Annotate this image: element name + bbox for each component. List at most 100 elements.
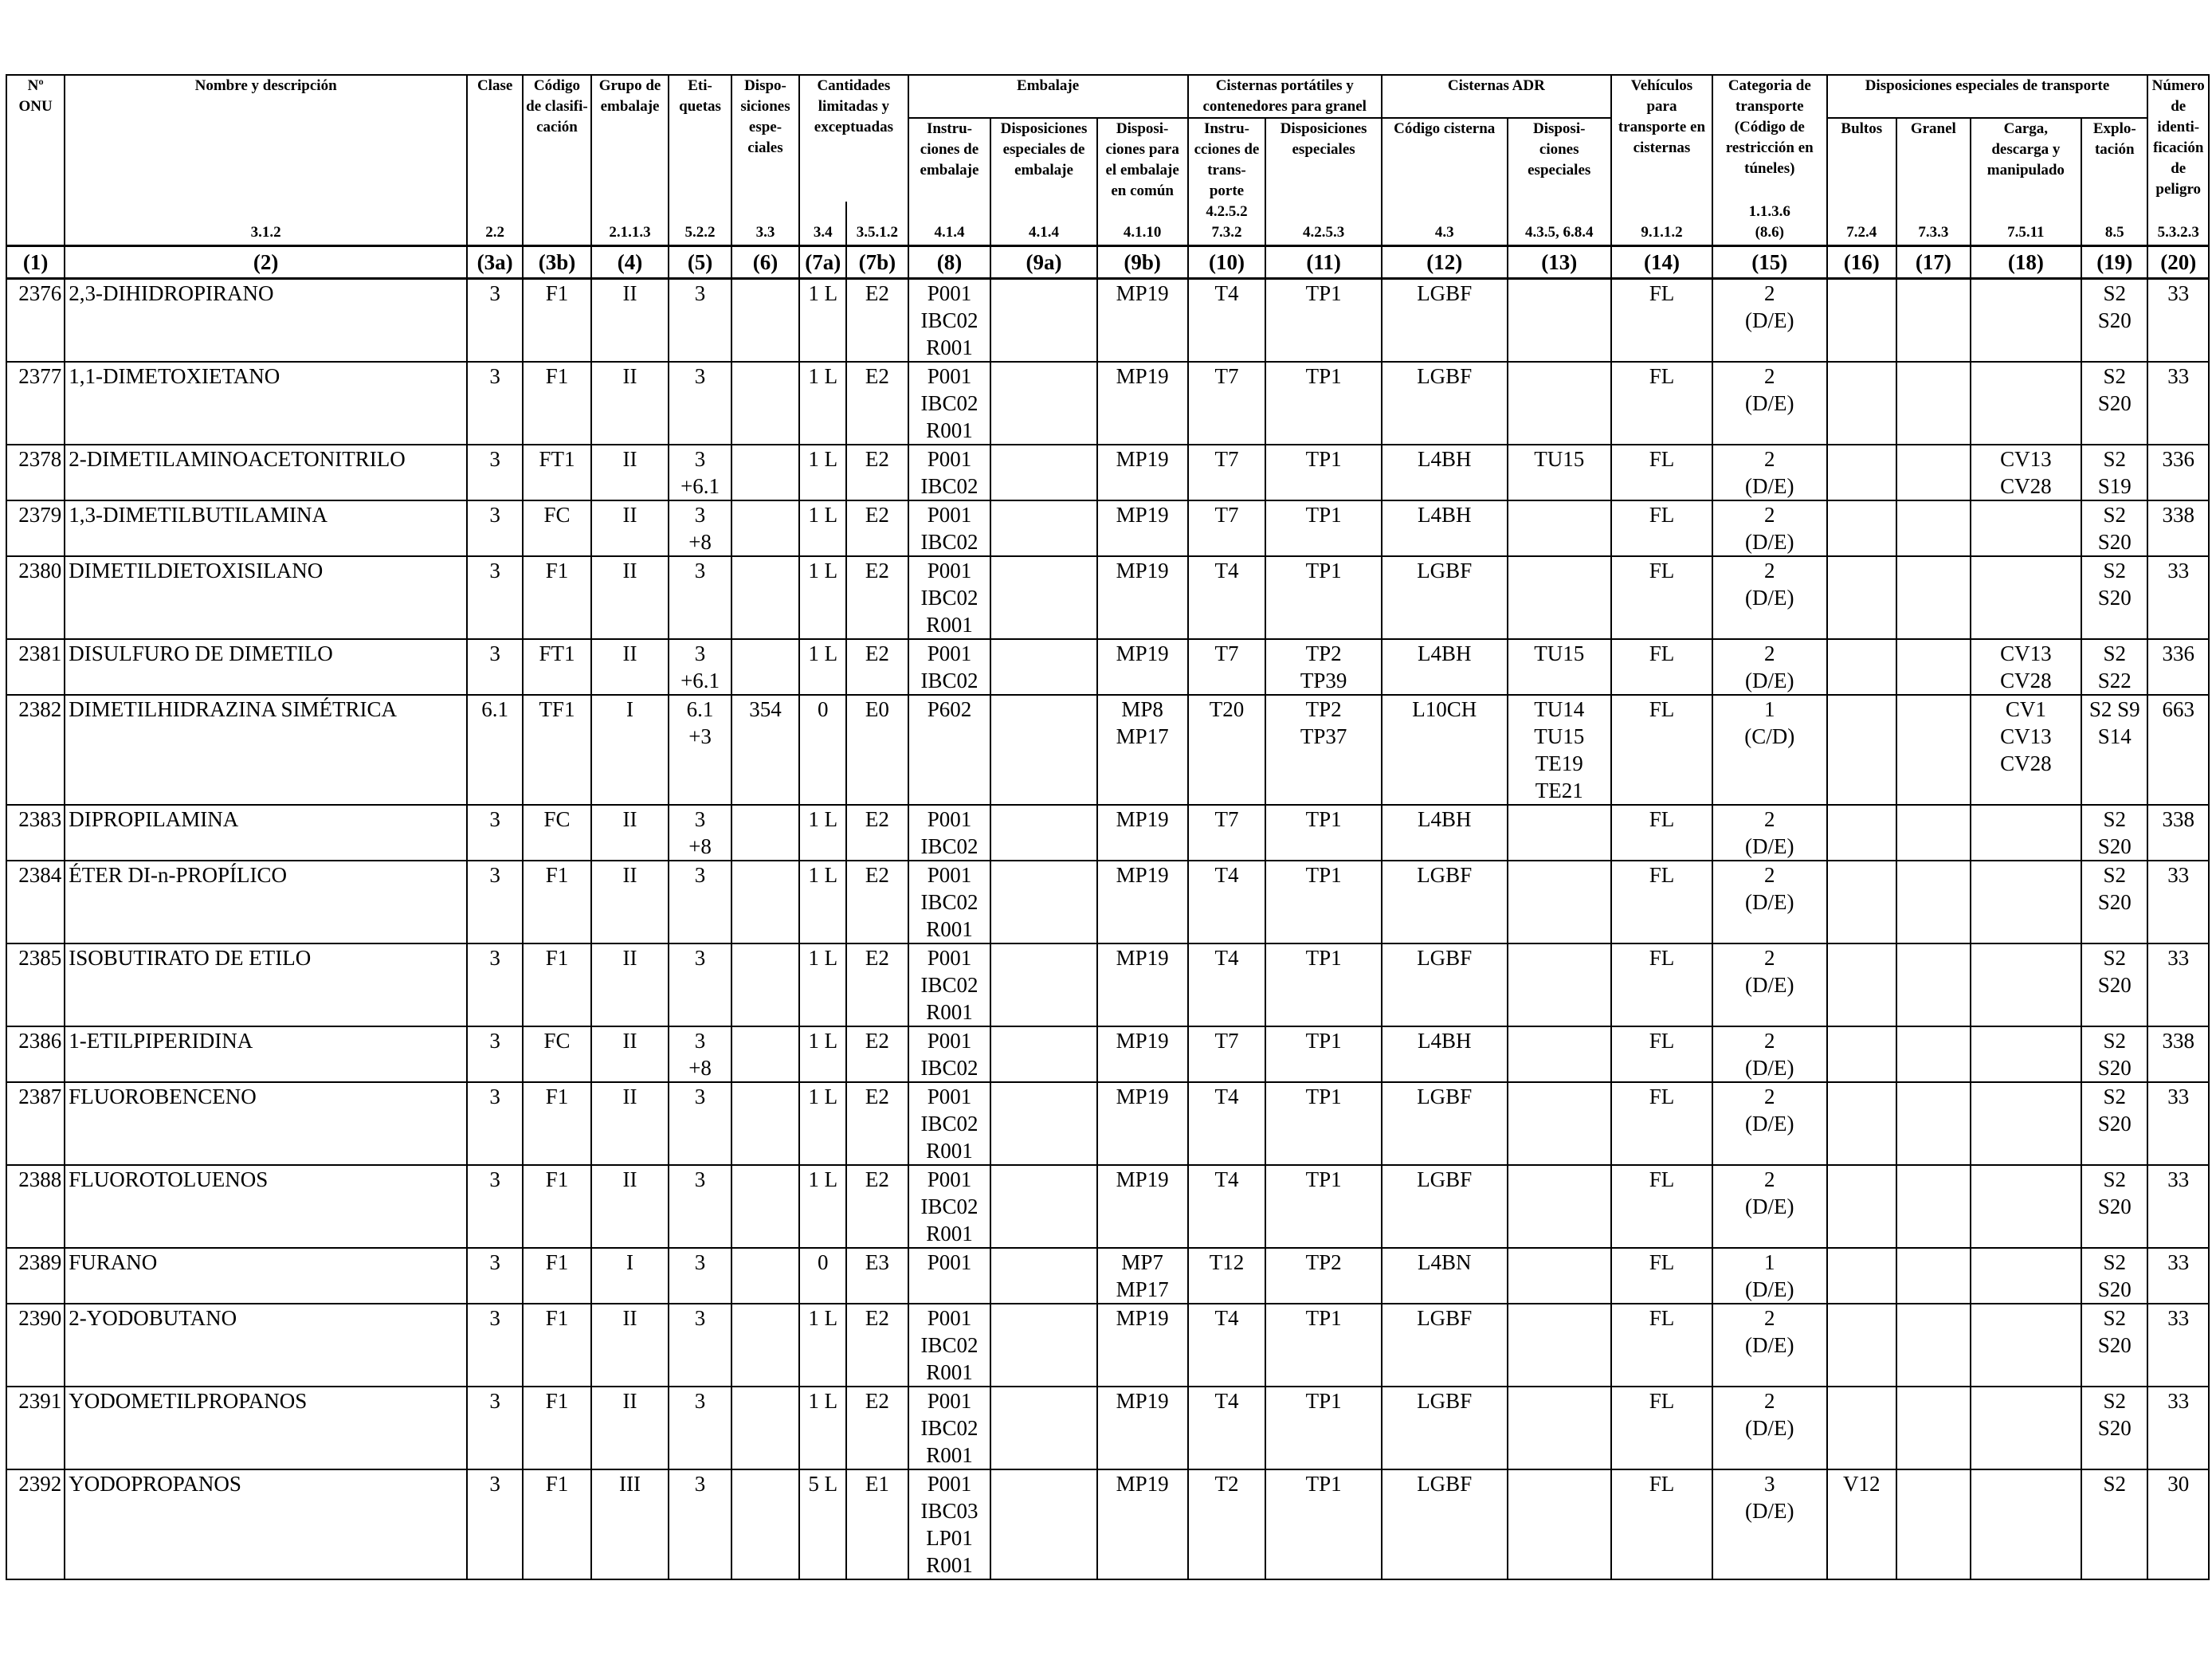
disp-especiales-cisterna-cell: TP1 <box>1265 1303 1382 1387</box>
header-column-number: (15) <box>1712 245 1828 280</box>
header-column-number: (10) <box>1186 245 1267 280</box>
bultos-cell <box>1826 804 1898 861</box>
categoria-cell: 2 (D/E) <box>1712 1164 1828 1249</box>
instrucciones-embalaje-cell: P001 IBC02 <box>907 1026 992 1083</box>
onu-cell: 2388 <box>5 1164 66 1249</box>
carga-cell <box>1969 555 2083 640</box>
header-ref-cell <box>5 202 66 247</box>
name-cell: 1,3-DIMETILBUTILAMINA <box>64 500 469 557</box>
cantidad-exceptuada-cell: E2 <box>845 500 909 557</box>
instruccion-transporte-cell: T4 <box>1186 1164 1267 1249</box>
grupo-cell: II <box>590 943 670 1027</box>
numero-peligro-cell: 336 <box>2147 638 2210 696</box>
codigo-cisterna-cell: L4BH <box>1380 638 1508 696</box>
cantidad-exceptuada-cell: E2 <box>845 555 909 640</box>
onu-cell: 2387 <box>5 1081 66 1166</box>
instrucciones-embalaje-cell: P001 IBC02 R001 <box>907 1164 992 1249</box>
header-cantidades: Cantidades limitadas y exceptuadas <box>798 74 909 202</box>
cantidad-exceptuada-cell: E2 <box>845 1081 909 1166</box>
instrucciones-embalaje-cell: P001 IBC02 R001 <box>907 361 992 445</box>
grupo-cell: II <box>590 444 670 501</box>
disp-especiales-cisterna-cell: TP1 <box>1265 1164 1382 1249</box>
instruccion-transporte-cell: T7 <box>1186 444 1267 501</box>
vehiculo-cell: FL <box>1610 943 1714 1027</box>
onu-cell: 2377 <box>5 361 66 445</box>
header-ref-cell: 7.3.3 <box>1896 202 1971 247</box>
table-row: 2387 FLUOROBENCENO 3 F1 II 3 1 L E2 P001 IBC02 R… <box>5 1081 2210 1166</box>
cantidad-limitada-cell: 0 <box>798 1247 848 1304</box>
bultos-cell <box>1826 1247 1898 1304</box>
codigo-cisterna-cell: LGBF <box>1380 943 1508 1027</box>
disposiciones-cell <box>730 1247 801 1304</box>
codigo-cell: FC <box>522 804 592 861</box>
header-column-number: (13) <box>1506 245 1612 280</box>
codigo-cisterna-cell: LGBF <box>1380 1081 1508 1166</box>
disp-especiales-cisterna-cell: TP1 <box>1265 555 1382 640</box>
codigo-cell: F1 <box>522 361 592 445</box>
table-row: 2391 YODOMETILPROPANOS 3 F1 II 3 1 L E2 P001 IBC… <box>5 1386 2210 1470</box>
name-cell: FURANO <box>64 1247 469 1304</box>
embalaje-comun-cell: MP19 <box>1096 804 1189 861</box>
header-ref-cell: 3.3 <box>730 202 801 247</box>
categoria-cell: 2 (D/E) <box>1712 804 1828 861</box>
numero-peligro-cell: 33 <box>2147 277 2210 363</box>
header-ref-cell: 8.5 <box>2081 202 2149 247</box>
onu-cell: 2380 <box>5 555 66 640</box>
cantidad-exceptuada-cell: E2 <box>845 943 909 1027</box>
carga-cell: CV13 CV28 <box>1969 638 2083 696</box>
bultos-cell <box>1826 1303 1898 1387</box>
header-column-number: (12) <box>1380 245 1508 280</box>
instruccion-transporte-cell: T7 <box>1186 361 1267 445</box>
name-cell: 1-ETILPIPERIDINA <box>64 1026 469 1083</box>
categoria-cell: 2 (D/E) <box>1712 500 1828 557</box>
disp-especiales-cisterna-cell: TP2 <box>1265 1247 1382 1304</box>
codigo-cell: F1 <box>522 1386 592 1470</box>
clase-cell: 3 <box>466 1247 524 1304</box>
carga-cell <box>1969 500 2083 557</box>
clase-cell: 3 <box>466 1026 524 1083</box>
header-ref-cell: 1.1.3.6 (8.6) <box>1712 202 1828 247</box>
table-row: 2383 DIPROPILAMINA 3 FC II 3 +8 1 L E2 P001 IBC0… <box>5 804 2210 861</box>
bultos-cell <box>1826 361 1898 445</box>
table-row: 2385 ISOBUTIRATO DE ETILO 3 F1 II 3 1 L E2 P001 … <box>5 943 2210 1027</box>
disp-especiales-cisterna-cell: TP1 <box>1265 277 1382 363</box>
header-nombre: Nombre y descripción <box>64 74 469 202</box>
granel-cell <box>1896 1164 1971 1249</box>
onu-cell: 2389 <box>5 1247 66 1304</box>
clase-cell: 3 <box>466 638 524 696</box>
numero-peligro-cell: 336 <box>2147 444 2210 501</box>
etiquetas-cell: 3 <box>668 943 732 1027</box>
header-column-number: (3a) <box>466 245 524 280</box>
disp-especiales-adr-cell <box>1506 1469 1612 1580</box>
instrucciones-embalaje-cell: P001 IBC02 R001 <box>907 277 992 363</box>
granel-cell <box>1896 500 1971 557</box>
etiquetas-cell: 3 +8 <box>668 1026 732 1083</box>
vehiculo-cell: FL <box>1610 500 1714 557</box>
instrucciones-embalaje-cell: P001 IBC02 <box>907 638 992 696</box>
name-cell: 1,1-DIMETOXIETANO <box>64 361 469 445</box>
embalaje-comun-cell: MP19 <box>1096 555 1189 640</box>
numero-peligro-cell: 33 <box>2147 1081 2210 1166</box>
header-explotacion: Explo- tación <box>2081 117 2149 202</box>
onu-cell: 2386 <box>5 1026 66 1083</box>
disp-especiales-adr-cell <box>1506 860 1612 944</box>
bultos-cell <box>1826 694 1898 806</box>
header-codigo-clasificacion: Código de clasifi- cación <box>522 74 592 202</box>
clase-cell: 3 <box>466 804 524 861</box>
header-instrucciones-transporte: Instru- cciones de trans- porte <box>1186 117 1267 202</box>
cantidad-exceptuada-cell: E2 <box>845 1026 909 1083</box>
granel-cell <box>1896 1469 1971 1580</box>
numero-peligro-cell: 33 <box>2147 555 2210 640</box>
codigo-cisterna-cell: LGBF <box>1380 1386 1508 1470</box>
disposiciones-cell <box>730 638 801 696</box>
cantidad-limitada-cell: 1 L <box>798 860 848 944</box>
name-cell: YODOMETILPROPANOS <box>64 1386 469 1470</box>
disposiciones-cell <box>730 1386 801 1470</box>
cantidad-limitada-cell: 5 L <box>798 1469 848 1580</box>
clase-cell: 3 <box>466 1081 524 1166</box>
codigo-cell: F1 <box>522 943 592 1027</box>
header-column-number: (1) <box>5 245 66 280</box>
header-column-number: (18) <box>1969 245 2083 280</box>
carga-cell <box>1969 1164 2083 1249</box>
header-ref-cell: 2.1.1.3 <box>590 202 670 247</box>
